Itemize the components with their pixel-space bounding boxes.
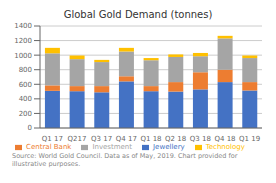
svg-text:Q4 18: Q4 18 <box>214 135 235 143</box>
svg-text:0: 0 <box>28 124 32 132</box>
html-text:Technology: Technology <box>205 143 245 151</box>
svg-text:Q1 17: Q1 17 <box>42 135 63 143</box>
svg-text:Q2 18: Q2 18 <box>165 135 186 143</box>
html-text:Source: World Gold Council. Da: Source: World Gold Council. Data as of M… <box>12 152 238 168</box>
html-text:Jewellery: Jewellery <box>153 143 185 151</box>
svg-text:Q217: Q217 <box>68 135 87 143</box>
svg-text:200: 200 <box>19 110 32 118</box>
html-text:Central Bank: Central Bank <box>26 143 72 151</box>
svg-text:Q1 19: Q1 19 <box>239 135 260 143</box>
svg-text:1400: 1400 <box>14 22 32 30</box>
svg-text:Q3 18: Q3 18 <box>190 135 211 143</box>
svg-text:1200: 1200 <box>14 37 32 45</box>
svg-text:Q3 17: Q3 17 <box>91 135 112 143</box>
svg-text:600: 600 <box>19 81 32 89</box>
svg-text:Q4 17: Q4 17 <box>116 135 137 143</box>
svg-text:Q1 18: Q1 18 <box>140 135 161 143</box>
svg-text:800: 800 <box>19 66 32 74</box>
html-text:Investment: Investment <box>92 143 132 151</box>
html-text:Global Gold Demand (tonnes): Global Gold Demand (tonnes) <box>63 9 213 20</box>
svg-text:400: 400 <box>19 95 32 103</box>
svg-text:1000: 1000 <box>14 52 32 60</box>
